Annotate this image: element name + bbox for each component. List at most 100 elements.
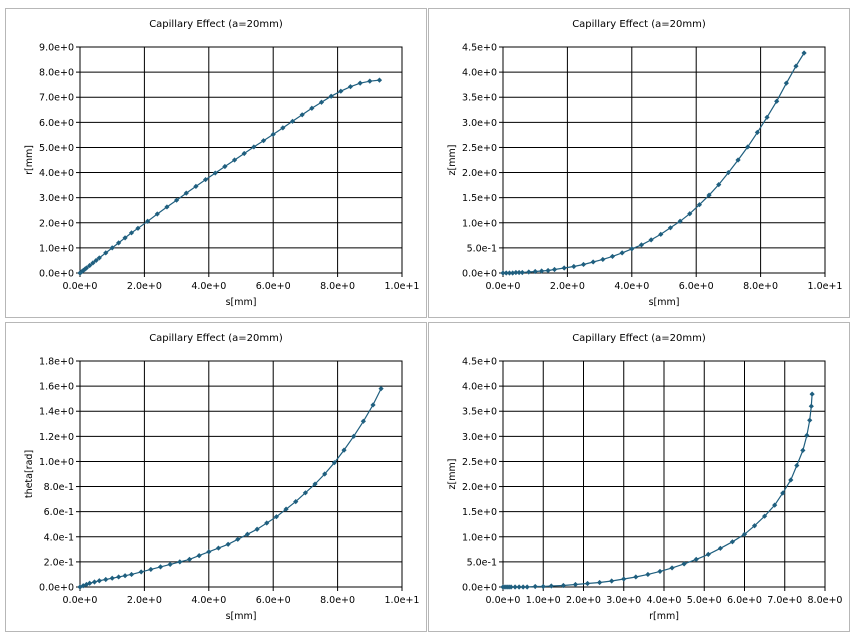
y-tick-label: 8.0e+0 bbox=[39, 68, 74, 79]
data-point bbox=[299, 112, 305, 118]
data-point bbox=[571, 263, 577, 270]
data-point bbox=[260, 138, 267, 144]
data-point bbox=[717, 545, 723, 551]
x-tick-label: 2.0e+0 bbox=[127, 595, 162, 606]
y-tick-label: 1.6e+0 bbox=[39, 382, 74, 393]
data-point bbox=[138, 569, 144, 575]
data-point bbox=[560, 582, 566, 589]
y-tick-label: 2.0e+0 bbox=[462, 168, 497, 179]
data-point bbox=[87, 580, 93, 586]
data-point bbox=[251, 144, 257, 150]
data-point bbox=[741, 531, 748, 537]
y-tick-label: 3.0e+0 bbox=[462, 118, 497, 129]
y-tick-label: 2.0e+0 bbox=[39, 218, 74, 229]
x-tick-label: 2.0e+0 bbox=[127, 281, 162, 292]
data-point bbox=[572, 581, 579, 588]
data-point bbox=[809, 391, 815, 397]
data-point bbox=[590, 259, 596, 265]
data-point bbox=[716, 182, 722, 188]
y-tick-label: 2.0e+0 bbox=[462, 482, 497, 493]
chart-svg: Capillary Effect (a=20mm) 0.0e+0 1.0e+0 2.0… bbox=[447, 333, 842, 622]
y-tick-label: 6.0e+0 bbox=[39, 118, 74, 129]
data-point bbox=[109, 245, 115, 251]
data-point bbox=[609, 578, 615, 584]
x-tick-label: 2.0e+0 bbox=[550, 281, 585, 292]
data-point bbox=[222, 163, 228, 170]
data-point bbox=[801, 50, 807, 56]
y-tick-label: 3.5e+0 bbox=[462, 93, 497, 104]
data-point bbox=[648, 237, 654, 243]
x-tick-label: 1.0e+1 bbox=[808, 281, 843, 292]
y-axis-label: theta[rad] bbox=[24, 450, 35, 498]
y-axis-label: r[mm] bbox=[24, 145, 35, 175]
data-point bbox=[696, 202, 703, 208]
y-tick-label: 8.0e-1 bbox=[44, 482, 74, 493]
data-point bbox=[87, 262, 93, 269]
y-tick-label: 0.0e+0 bbox=[462, 269, 497, 280]
data-point bbox=[807, 417, 813, 423]
chart-panel-theta-vs-s: Capillary Effect (a=20mm) 0.0e+0 2.0e+0 4.0… bbox=[5, 322, 427, 632]
chart-title: Capillary Effect (a=20mm) bbox=[572, 333, 706, 344]
chart-panel-r-vs-s: Capillary Effect (a=20mm) 0.0e+0 2.0e+0 4.0… bbox=[5, 8, 427, 318]
data-point bbox=[376, 77, 383, 83]
data-point bbox=[804, 432, 810, 438]
data-point bbox=[83, 265, 90, 271]
plot-area bbox=[79, 360, 403, 588]
data-point bbox=[103, 576, 109, 583]
x-tick-label: 3.0e+0 bbox=[606, 595, 641, 606]
data-point bbox=[302, 490, 308, 496]
chart-panel-z-vs-r: Capillary Effect (a=20mm) 0.0e+0 1.0e+0 2.0… bbox=[428, 322, 850, 632]
data-point bbox=[116, 574, 122, 580]
x-tick-label: 6.0e+0 bbox=[679, 281, 714, 292]
data-point bbox=[513, 269, 519, 276]
data-point bbox=[244, 531, 251, 537]
y-tick-label: 4.0e+0 bbox=[39, 168, 74, 179]
y-tick-label: 4.0e-1 bbox=[44, 532, 74, 543]
data-point bbox=[347, 84, 354, 90]
data-point bbox=[128, 571, 135, 578]
y-tick-label: 1.0e+0 bbox=[462, 532, 497, 543]
x-tick-label: 4.0e+0 bbox=[191, 281, 226, 292]
data-point bbox=[545, 267, 551, 274]
x-tick-label: 6.0e+0 bbox=[256, 281, 291, 292]
y-tick-label: 0.0e+0 bbox=[39, 583, 74, 594]
data-point bbox=[90, 260, 96, 266]
data-point bbox=[312, 481, 318, 487]
data-point bbox=[516, 269, 522, 276]
x-tick-label: 0.0e+0 bbox=[63, 281, 98, 292]
data-point bbox=[667, 225, 674, 231]
data-point bbox=[561, 265, 567, 271]
data-point bbox=[154, 211, 160, 217]
y-tick-label: 3.5e+0 bbox=[462, 407, 497, 418]
y-tick-label: 1.2e+0 bbox=[39, 432, 74, 443]
data-point bbox=[500, 270, 506, 276]
x-tick-label: 6.0e+0 bbox=[256, 595, 291, 606]
data-point bbox=[597, 579, 603, 586]
x-tick-label: 0.0e+0 bbox=[486, 281, 521, 292]
y-tick-label: 1.5e+0 bbox=[462, 507, 497, 518]
chart-svg: Capillary Effect (a=20mm) 0.0e+0 2.0e+0 4.0… bbox=[24, 333, 419, 622]
data-point bbox=[309, 105, 315, 111]
data-point bbox=[225, 541, 231, 547]
data-point bbox=[540, 583, 546, 590]
x-tick-label: 0.0e+0 bbox=[63, 595, 98, 606]
x-tick-label: 8.0e+0 bbox=[320, 281, 355, 292]
y-tick-label: 3.0e+0 bbox=[462, 432, 497, 443]
data-point bbox=[254, 526, 260, 532]
data-point bbox=[629, 246, 635, 252]
y-tick-label: 1.0e+0 bbox=[39, 457, 74, 468]
y-tick-label: 0.0e+0 bbox=[39, 269, 74, 280]
data-point bbox=[745, 144, 751, 150]
data-point bbox=[331, 460, 337, 466]
data-point bbox=[231, 157, 238, 163]
data-point bbox=[135, 225, 141, 231]
data-point bbox=[202, 176, 209, 183]
y-tick-label: 5.0e+0 bbox=[39, 143, 74, 154]
x-tick-label: 0.0e+0 bbox=[486, 595, 521, 606]
data-point bbox=[520, 584, 526, 590]
data-point bbox=[706, 192, 712, 198]
data-point bbox=[109, 575, 115, 581]
y-tick-label: 7.0e+0 bbox=[39, 93, 74, 104]
data-point bbox=[360, 418, 366, 424]
chart-title: Capillary Effect (a=20mm) bbox=[149, 19, 283, 30]
